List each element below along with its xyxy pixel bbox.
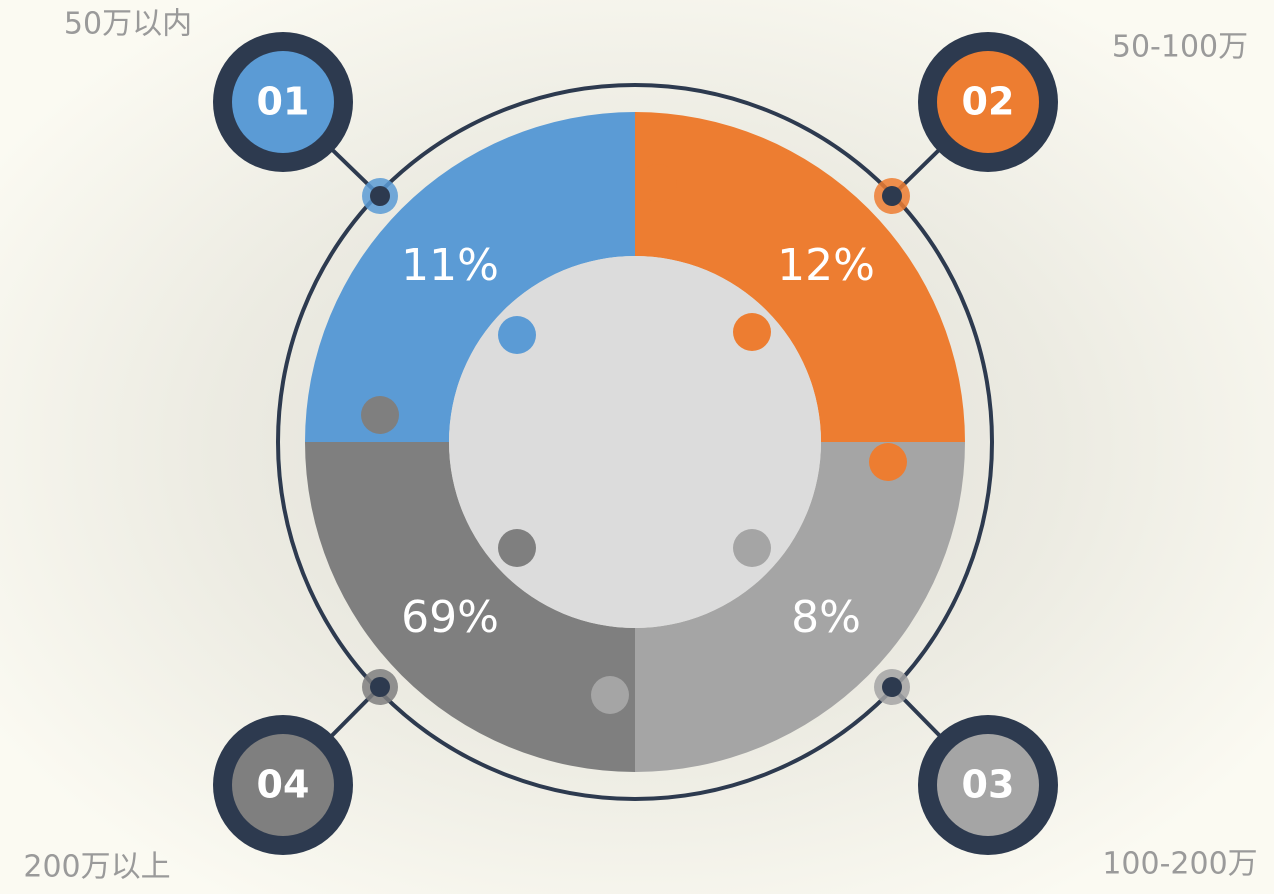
category-label: 100-200万 bbox=[1102, 847, 1257, 882]
puzzle-knob bbox=[733, 313, 771, 351]
inner-circle bbox=[449, 256, 821, 628]
connector-dot bbox=[370, 186, 390, 206]
puzzle-knob bbox=[869, 443, 907, 481]
puzzle-knob bbox=[639, 164, 677, 202]
puzzle-knob bbox=[733, 529, 771, 567]
puzzle-knob bbox=[498, 316, 536, 354]
category-label: 50万以内 bbox=[64, 7, 192, 42]
badge-number: 03 bbox=[962, 763, 1015, 807]
badge-number: 01 bbox=[257, 80, 310, 124]
percent-label: 11% bbox=[401, 240, 499, 291]
puzzle-piece bbox=[305, 442, 635, 772]
badge-number: 02 bbox=[962, 80, 1015, 124]
category-label: 50-100万 bbox=[1112, 30, 1248, 65]
outer-ring bbox=[276, 83, 994, 801]
badge-inner bbox=[937, 51, 1039, 153]
connector-dot bbox=[370, 677, 390, 697]
puzzle-piece bbox=[635, 442, 965, 772]
connector-dot bbox=[882, 186, 902, 206]
category-label: 200万以上 bbox=[23, 850, 170, 885]
puzzle-knob bbox=[361, 396, 399, 434]
badge-inner bbox=[232, 734, 334, 836]
percent-label: 12% bbox=[777, 240, 875, 291]
percent-label: 69% bbox=[401, 592, 499, 643]
badge-inner bbox=[232, 51, 334, 153]
puzzle-piece bbox=[305, 112, 635, 442]
badge-inner bbox=[937, 734, 1039, 836]
puzzle-piece bbox=[635, 112, 965, 442]
puzzle-knob bbox=[591, 676, 629, 714]
puzzle-knob bbox=[498, 529, 536, 567]
percent-label: 8% bbox=[791, 592, 861, 643]
badge-number: 04 bbox=[257, 763, 310, 807]
connector-dot bbox=[882, 677, 902, 697]
